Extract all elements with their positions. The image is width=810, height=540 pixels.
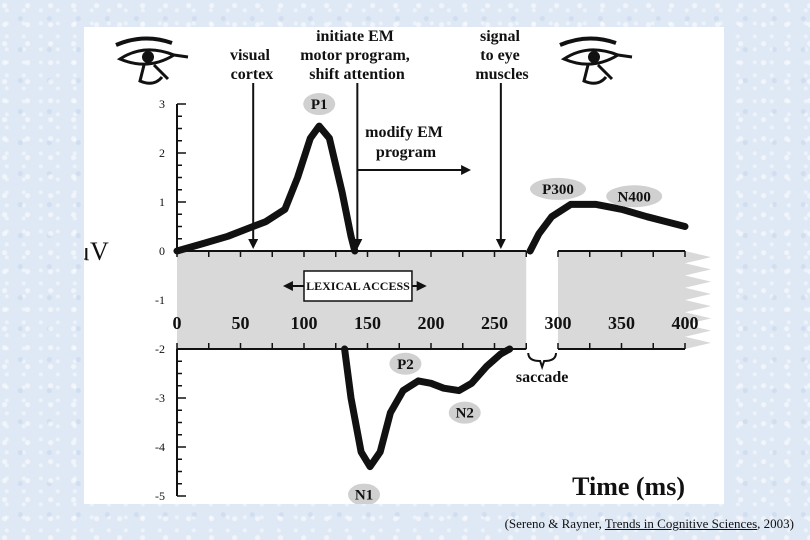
citation-year: , 2003) [757,516,794,531]
peak-badge [606,185,663,208]
peak-label: N2 [456,406,474,422]
x-tick-label: 200 [418,313,445,333]
positive-waveform-post-saccade [526,200,689,255]
peak-badge [530,177,586,200]
eye-of-horus-icon-right [559,36,633,85]
x-tick-label: 0 [173,313,182,333]
lexical-access-box: LEXICAL ACCESS [282,270,427,302]
initiate-em-label: initiate EM motor program, shift attenti… [300,28,414,83]
x-axis-title: Time (ms) [572,472,685,501]
peak-badge [303,93,336,116]
y-tick-label: -4 [155,440,165,454]
y-tick-label: 3 [159,97,165,111]
citation-authors: (Sereno & Rayner, [504,516,605,531]
peak-label: P300 [542,182,574,198]
lexical-access-label: LEXICAL ACCESS [306,279,410,293]
x-tick-label: 150 [354,313,381,333]
y-tick-label: -2 [155,342,165,356]
erp-waveforms [173,122,689,471]
x-tick-label: 250 [481,313,508,333]
y-tick-label: -1 [155,293,165,307]
peak-label: N1 [355,488,373,504]
peak-badge [348,483,381,504]
x-tick-label: 300 [545,313,572,333]
peak-label: P1 [311,97,328,113]
peak-label: P2 [397,357,414,373]
citation-journal: Trends in Cognitive Sciences [604,516,758,531]
x-tick-label: 100 [291,313,318,333]
negative-waveform [341,345,514,471]
citation: (Sereno & Rayner, Trends in Cognitive Sc… [505,516,794,532]
band-right [558,251,711,349]
positive-waveform [173,122,359,255]
peak-badge [389,352,422,375]
x-tick-label: 400 [672,313,699,333]
visual-cortex-label: visual cortex [230,47,274,83]
y-axis: 3 2 1 0 -1 -2 -3 -4 -5 [155,97,186,503]
modify-em-label: modify EM program [365,124,447,161]
event-markers [248,83,506,249]
y-tick-label: 0 [159,244,165,258]
peak-labels: P1 P300 N400 P2 N2 N1 [303,93,663,504]
y-tick-label: -3 [155,391,165,405]
x-tick-label: 350 [608,313,635,333]
y-tick-label: -5 [155,489,165,503]
peak-label: N400 [618,189,651,205]
y-tick-label: 2 [159,146,165,160]
saccade-label: saccade [516,369,568,386]
x-tick-labels: 0 50 100 150 200 250 300 350 400 [173,313,699,333]
y-axis-title: μV [84,237,109,266]
peak-badge [448,401,481,424]
saccade-brace [527,352,557,371]
x-tick-label: 50 [232,313,250,333]
eye-of-horus-icon-left [115,36,189,85]
signal-label: signal to eye muscles [475,28,528,83]
figure-panel: visual cortex initiate EM motor program,… [84,27,724,504]
y-tick-label: 1 [159,195,165,209]
time-axis-band [176,250,711,350]
erp-chart: visual cortex initiate EM motor program,… [84,28,711,504]
